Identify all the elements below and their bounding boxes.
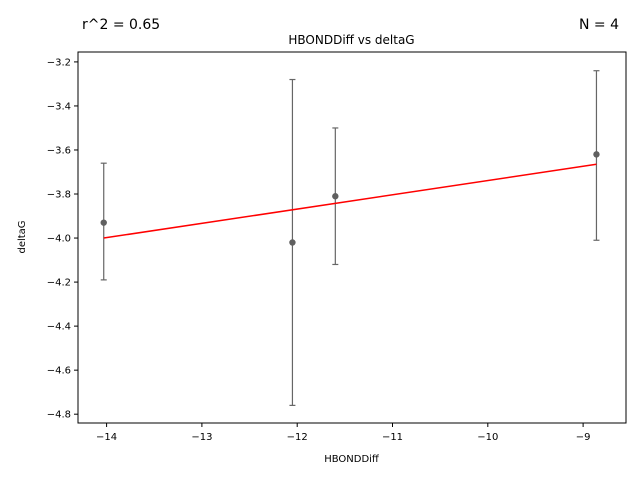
y-tick-label: −4.0 — [47, 234, 71, 245]
x-tick-label: −11 — [382, 432, 403, 443]
plot-area: −14 −13 −12 −11 −10 −9 −4.8 −4.6 −4.4 −4.2 −4.0 −3… — [47, 51, 627, 443]
y-tick-label: −3.4 — [47, 101, 71, 112]
data-point — [100, 219, 107, 226]
y-tick-label: −4.2 — [47, 278, 71, 289]
y-tick-label: −3.6 — [47, 145, 71, 156]
plot-frame — [77, 51, 627, 424]
data-point — [332, 193, 339, 200]
y-tick-label: −4.8 — [47, 410, 71, 421]
y-axis-label: deltaG — [17, 220, 28, 253]
n-count-annotation: N = 4 — [579, 17, 619, 33]
x-tick-label: −13 — [191, 432, 212, 443]
y-tick-label: −3.2 — [47, 57, 71, 68]
x-tick-label: −12 — [287, 432, 308, 443]
data-point — [593, 151, 600, 158]
x-tick-label: −9 — [576, 432, 591, 443]
x-tick-label: −10 — [477, 432, 498, 443]
x-axis: −14 −13 −12 −11 −10 −9 — [96, 423, 590, 443]
y-tick-label: −4.4 — [47, 322, 71, 333]
y-tick-label: −4.6 — [47, 366, 71, 377]
y-tick-label: −3.8 — [47, 190, 71, 201]
regression-line-group — [103, 163, 597, 239]
chart-title: HBONDDiff vs deltaG — [288, 33, 414, 47]
y-axis: −4.8 −4.6 −4.4 −4.2 −4.0 −3.8 −3.6 −3.4 −3.2 — [47, 57, 78, 421]
data-points — [100, 151, 600, 246]
x-axis-label: HBONDDiff — [324, 454, 380, 465]
r-squared-annotation: r^2 = 0.65 — [82, 17, 160, 33]
data-point — [289, 239, 296, 246]
regression-line — [103, 163, 597, 239]
x-tick-label: −14 — [96, 432, 117, 443]
error-bars — [100, 70, 600, 406]
